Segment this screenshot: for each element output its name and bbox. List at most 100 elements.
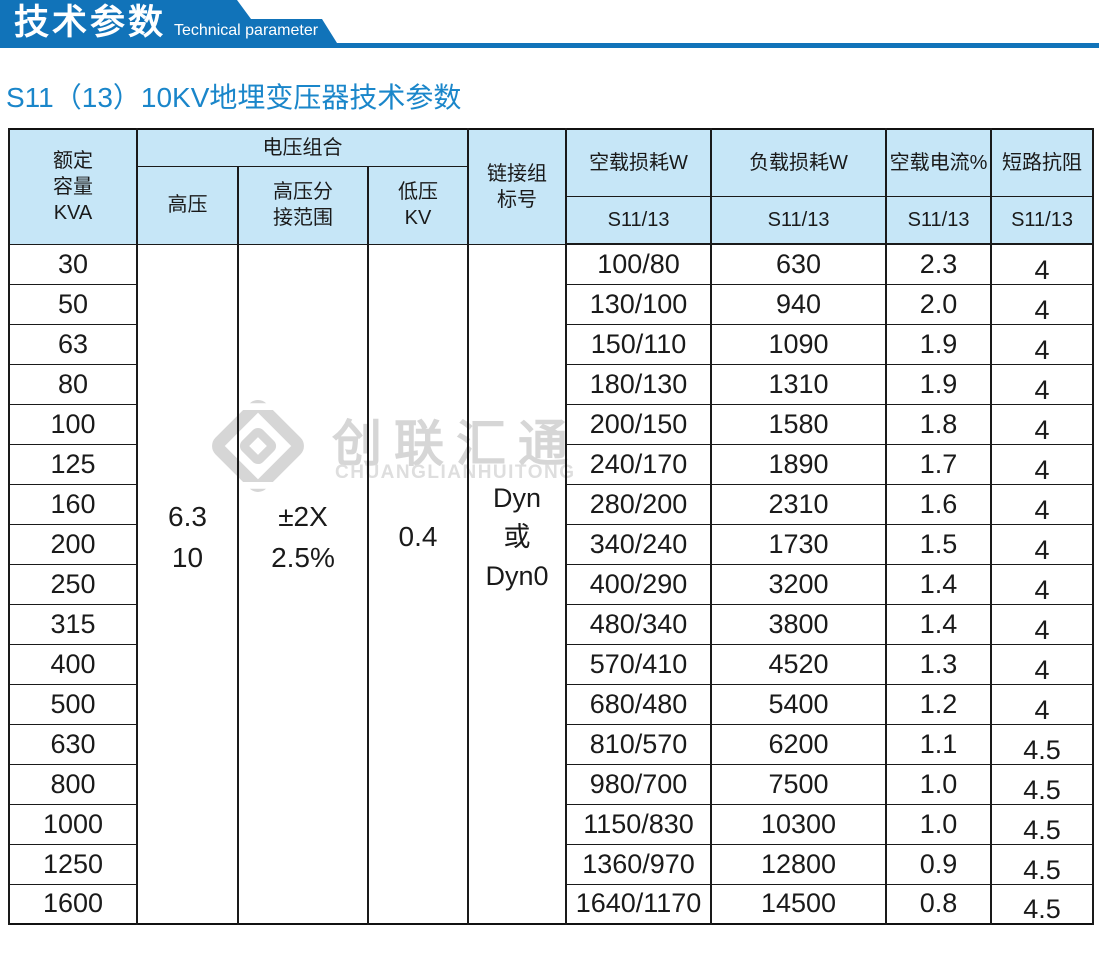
impedance-value: 4.5: [1023, 814, 1061, 845]
impedance-value: 4: [1034, 694, 1050, 725]
impedance-cell: 4: [990, 683, 1095, 725]
current-cell: 1.6: [885, 483, 993, 525]
no-load-loss-cell: 150/110: [565, 323, 713, 365]
model-no-load-loss: S11/13: [565, 195, 713, 245]
table-row: 160 280/200 2310 1.6 4: [8, 483, 1095, 525]
impedance-value: 4: [1034, 454, 1050, 485]
current-cell: 1.9: [885, 363, 993, 405]
impedance-cell: 4: [990, 443, 1095, 485]
impedance-value: 4: [1034, 294, 1050, 325]
load-loss-cell: 1310: [710, 363, 888, 405]
hv-tap-value: ±2X 2.5%: [271, 501, 335, 573]
kva-cell: 500: [8, 683, 138, 725]
no-load-loss-cell: 570/410: [565, 643, 713, 685]
impedance-value: 4.5: [1023, 774, 1061, 805]
impedance-value: 4: [1034, 574, 1050, 605]
impedance-cell: 4: [990, 283, 1095, 325]
impedance-value: 4: [1034, 254, 1050, 285]
impedance-cell: 4.5: [990, 803, 1095, 845]
table-row: 630 810/570 6200 1.1 4.5: [8, 723, 1095, 765]
load-loss-cell: 6200: [710, 723, 888, 765]
impedance-cell: 4: [990, 563, 1095, 605]
impedance-cell: 4: [990, 643, 1095, 685]
model-impedance: S11/13: [990, 195, 1095, 245]
impedance-cell: 4: [990, 523, 1095, 565]
technical-parameter-table: 额定 容量 KVA 电压组合 链接组 标号 空载损耗W 负载损耗W 空载电流% …: [8, 128, 1095, 925]
impedance-cell: 4: [990, 323, 1095, 365]
hv-tap-merged-cell: ±2X 2.5%: [237, 243, 369, 925]
load-loss-cell: 2310: [710, 483, 888, 525]
load-loss-cell: 5400: [710, 683, 888, 725]
connection-value: Dyn 或 Dyn0: [485, 483, 549, 592]
current-cell: 1.5: [885, 523, 993, 565]
impedance-value: 4: [1034, 534, 1050, 565]
header-lv: 低压 KV: [366, 165, 470, 245]
table-row: 500 680/480 5400 1.2 4: [8, 683, 1095, 725]
load-loss-cell: 1090: [710, 323, 888, 365]
no-load-loss-cell: 980/700: [565, 763, 713, 805]
model-no-load-current: S11/13: [885, 195, 993, 245]
no-load-loss-cell: 240/170: [565, 443, 713, 485]
kva-cell: 63: [8, 323, 138, 365]
no-load-loss-cell: 1150/830: [565, 803, 713, 845]
table-row: 800 980/700 7500 1.0 4.5: [8, 763, 1095, 805]
header-impedance: 短路抗阻: [990, 128, 1095, 197]
lv-merged-cell: 0.4: [366, 243, 470, 925]
kva-cell: 80: [8, 363, 138, 405]
header-voltage-group: 电压组合: [135, 128, 470, 167]
current-cell: 1.0: [885, 763, 993, 805]
load-loss-cell: 1890: [710, 443, 888, 485]
header-row-1: 额定 容量 KVA 电压组合 链接组 标号 空载损耗W 负载损耗W 空载电流% …: [8, 128, 1095, 245]
header-no-load-current: 空载电流%: [885, 128, 993, 197]
model-load-loss: S11/13: [710, 195, 888, 245]
banner-subtitle: Technical parameter: [174, 22, 319, 39]
impedance-value: 4: [1034, 374, 1050, 405]
table-row: 315 480/340 3800 1.4 4: [8, 603, 1095, 645]
impedance-cell: 4: [990, 243, 1095, 285]
no-load-loss-cell: 130/100: [565, 283, 713, 325]
kva-cell: 400: [8, 643, 138, 685]
impedance-value: 4: [1034, 414, 1050, 445]
banner-shape: [0, 0, 1099, 48]
header-no-load-loss: 空载损耗W: [565, 128, 713, 197]
hv-merged-cell: 6.3 10: [136, 243, 239, 925]
current-cell: 2.0: [885, 283, 993, 325]
load-loss-cell: 1580: [710, 403, 888, 445]
current-cell: 1.3: [885, 643, 993, 685]
table-row: 125 240/170 1890 1.7 4: [8, 443, 1095, 485]
no-load-loss-cell: 280/200: [565, 483, 713, 525]
load-loss-cell: 3200: [710, 563, 888, 605]
impedance-cell: 4: [990, 403, 1095, 445]
banner-title: 技术参数: [14, 3, 167, 42]
current-cell: 1.4: [885, 563, 993, 605]
impedance-cell: 4: [990, 363, 1095, 405]
impedance-cell: 4: [990, 603, 1095, 645]
current-cell: 2.3: [885, 243, 993, 285]
kva-cell: 315: [8, 603, 138, 645]
load-loss-cell: 12800: [710, 843, 888, 885]
header-hv-tap-range: 高压分 接范围: [237, 165, 369, 245]
kva-cell: 630: [8, 723, 138, 765]
page-title: S11（13）10KV地埋变压器技术参数: [6, 82, 462, 113]
header-hv: 高压: [136, 165, 239, 245]
table-row: 80 180/130 1310 1.9 4: [8, 363, 1095, 405]
header-rated-capacity: 额定 容量 KVA: [8, 128, 138, 245]
load-loss-cell: 630: [710, 243, 888, 285]
no-load-loss-cell: 100/80: [565, 243, 713, 285]
impedance-value: 4.5: [1023, 734, 1061, 765]
kva-cell: 1250: [8, 843, 138, 885]
no-load-loss-cell: 180/130: [565, 363, 713, 405]
table-row: 1600 1640/1170 14500 0.8 4.5: [8, 883, 1095, 925]
header-load-loss: 负载损耗W: [710, 128, 888, 197]
no-load-loss-cell: 680/480: [565, 683, 713, 725]
table-row: 200 340/240 1730 1.5 4: [8, 523, 1095, 565]
impedance-value: 4.5: [1023, 894, 1061, 925]
kva-cell: 800: [8, 763, 138, 805]
impedance-value: 4: [1034, 654, 1050, 685]
impedance-cell: 4.5: [990, 843, 1095, 885]
kva-cell: 50: [8, 283, 138, 325]
no-load-loss-cell: 340/240: [565, 523, 713, 565]
kva-cell: 1000: [8, 803, 138, 845]
lv-value: 0.4: [398, 521, 438, 553]
no-load-loss-cell: 810/570: [565, 723, 713, 765]
